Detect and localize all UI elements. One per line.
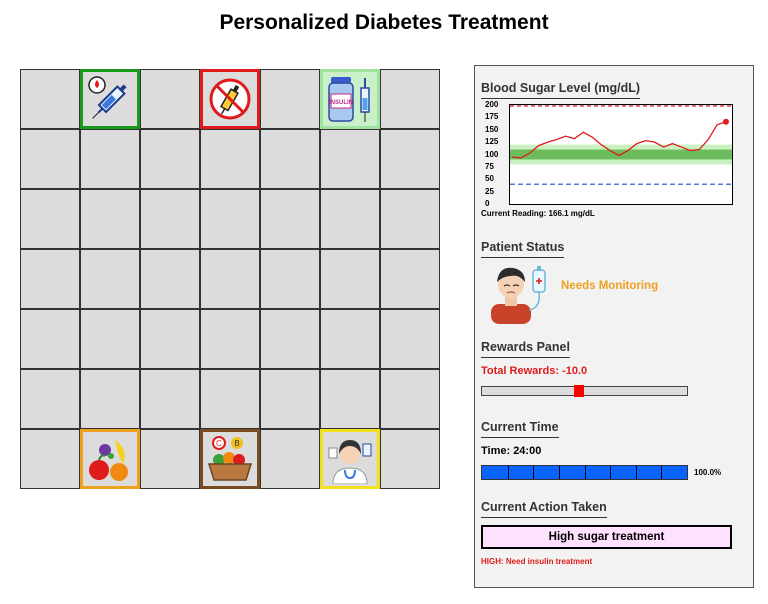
grid-cell[interactable] xyxy=(20,189,80,249)
action-note: HIGH: Need insulin treatment xyxy=(481,557,593,566)
action-title: Current Action Taken xyxy=(481,500,607,518)
y-tick-label: 150 xyxy=(485,124,499,134)
y-tick-label: 25 xyxy=(485,186,494,196)
grid-cell[interactable] xyxy=(80,369,140,429)
grid-cell[interactable] xyxy=(380,249,440,309)
current-point xyxy=(723,118,729,125)
grid-cell[interactable] xyxy=(200,249,260,309)
y-tick-label: 125 xyxy=(485,137,499,147)
grid-cell[interactable] xyxy=(380,369,440,429)
blood-sugar-plot xyxy=(510,105,732,185)
doctor-tile[interactable] xyxy=(320,429,380,489)
grid-cell[interactable] xyxy=(20,249,80,309)
grid-cell[interactable] xyxy=(200,309,260,369)
y-tick-label: 50 xyxy=(485,174,494,184)
grid-cell[interactable] xyxy=(260,249,320,309)
grid-cell[interactable] xyxy=(140,309,200,369)
grid-cell[interactable] xyxy=(80,189,140,249)
y-tick-label: 100 xyxy=(485,149,499,159)
game-grid: INSULIN C B xyxy=(20,69,440,489)
time-progress-bar xyxy=(481,465,688,480)
fruits-icon xyxy=(85,434,135,484)
patient-status: Needs Monitoring xyxy=(561,280,659,292)
no-injection-tile[interactable] xyxy=(200,69,260,129)
grid-cell[interactable] xyxy=(260,189,320,249)
grid-cell[interactable] xyxy=(380,309,440,369)
insulin-syringe-tile[interactable] xyxy=(80,69,140,129)
syringe-drop-icon xyxy=(85,74,135,124)
grid-cell[interactable] xyxy=(380,129,440,189)
grid-cell[interactable] xyxy=(20,429,80,489)
grid-cell[interactable] xyxy=(140,129,200,189)
time-value: Time: 24:00 xyxy=(481,445,542,457)
grid-cell[interactable] xyxy=(140,429,200,489)
svg-text:B: B xyxy=(234,439,239,448)
grid-cell[interactable] xyxy=(140,369,200,429)
page-title: Personalized Diabetes Treatment xyxy=(219,11,549,34)
time-title: Current Time xyxy=(481,420,559,438)
grid-cell[interactable] xyxy=(20,69,80,129)
grid-cell[interactable] xyxy=(80,309,140,369)
grid-cell[interactable] xyxy=(80,249,140,309)
y-tick-label: 200 xyxy=(485,100,499,109)
grid-cell[interactable] xyxy=(200,369,260,429)
grid-cell[interactable] xyxy=(380,429,440,489)
grid-cell[interactable] xyxy=(320,369,380,429)
reward-marker xyxy=(574,385,585,397)
insulin-vial-tile[interactable]: INSULIN xyxy=(320,69,380,129)
grid-cell[interactable] xyxy=(20,369,80,429)
grid-cell[interactable] xyxy=(80,129,140,189)
fruit-tile[interactable] xyxy=(80,429,140,489)
grid-cell[interactable] xyxy=(140,69,200,129)
time-tick xyxy=(584,466,586,479)
grid-cell[interactable] xyxy=(140,249,200,309)
y-tick-label: 0 xyxy=(485,199,490,208)
grid-cell[interactable] xyxy=(380,69,440,129)
svg-text:INSULIN: INSULIN xyxy=(329,100,353,106)
info-panel: Blood Sugar Level (mg/dL) 200 175 150 125 10… xyxy=(474,65,754,588)
grid-cell[interactable] xyxy=(260,129,320,189)
grid-cell[interactable] xyxy=(260,309,320,369)
insulin-vial-icon: INSULIN xyxy=(325,74,375,124)
rewards-bar xyxy=(481,385,688,397)
rewards-title: Rewards Panel xyxy=(481,340,570,358)
grid-cell[interactable] xyxy=(320,309,380,369)
grid-cell[interactable] xyxy=(20,309,80,369)
grid-cell[interactable] xyxy=(200,189,260,249)
grid-cell[interactable] xyxy=(320,189,380,249)
grid-cell[interactable] xyxy=(260,369,320,429)
patient-status-title: Patient Status xyxy=(481,240,565,258)
blood-sugar-line xyxy=(511,121,727,159)
time-tick xyxy=(558,466,560,479)
grid-cell[interactable] xyxy=(20,129,80,189)
current-reading: Current Reading: 166.1 mg/dL xyxy=(481,209,595,218)
grid-cell[interactable] xyxy=(260,429,320,489)
time-percent: 100.0% xyxy=(694,468,722,477)
grid-cell[interactable] xyxy=(260,69,320,129)
current-action: High sugar treatment xyxy=(481,525,732,549)
grid-cell[interactable] xyxy=(140,189,200,249)
blood-sugar-title: Blood Sugar Level (mg/dL) xyxy=(481,81,641,99)
doctor-icon xyxy=(325,434,375,484)
time-tick xyxy=(661,466,663,479)
time-tick xyxy=(610,466,612,479)
grid-cell[interactable] xyxy=(320,129,380,189)
blood-sugar-chart xyxy=(509,104,733,205)
svg-text:C: C xyxy=(216,439,222,448)
grid-cell[interactable] xyxy=(380,189,440,249)
y-tick-label: 175 xyxy=(485,112,499,122)
time-tick xyxy=(507,466,509,479)
time-tick xyxy=(533,466,535,479)
grid-cell[interactable] xyxy=(200,129,260,189)
grid-cell[interactable] xyxy=(320,249,380,309)
no-syringe-icon xyxy=(205,74,255,124)
time-tick xyxy=(635,466,637,479)
patient-avatar-icon xyxy=(489,264,553,324)
total-rewards: Total Rewards: -10.0 xyxy=(481,365,588,377)
y-tick-label: 75 xyxy=(485,161,494,171)
